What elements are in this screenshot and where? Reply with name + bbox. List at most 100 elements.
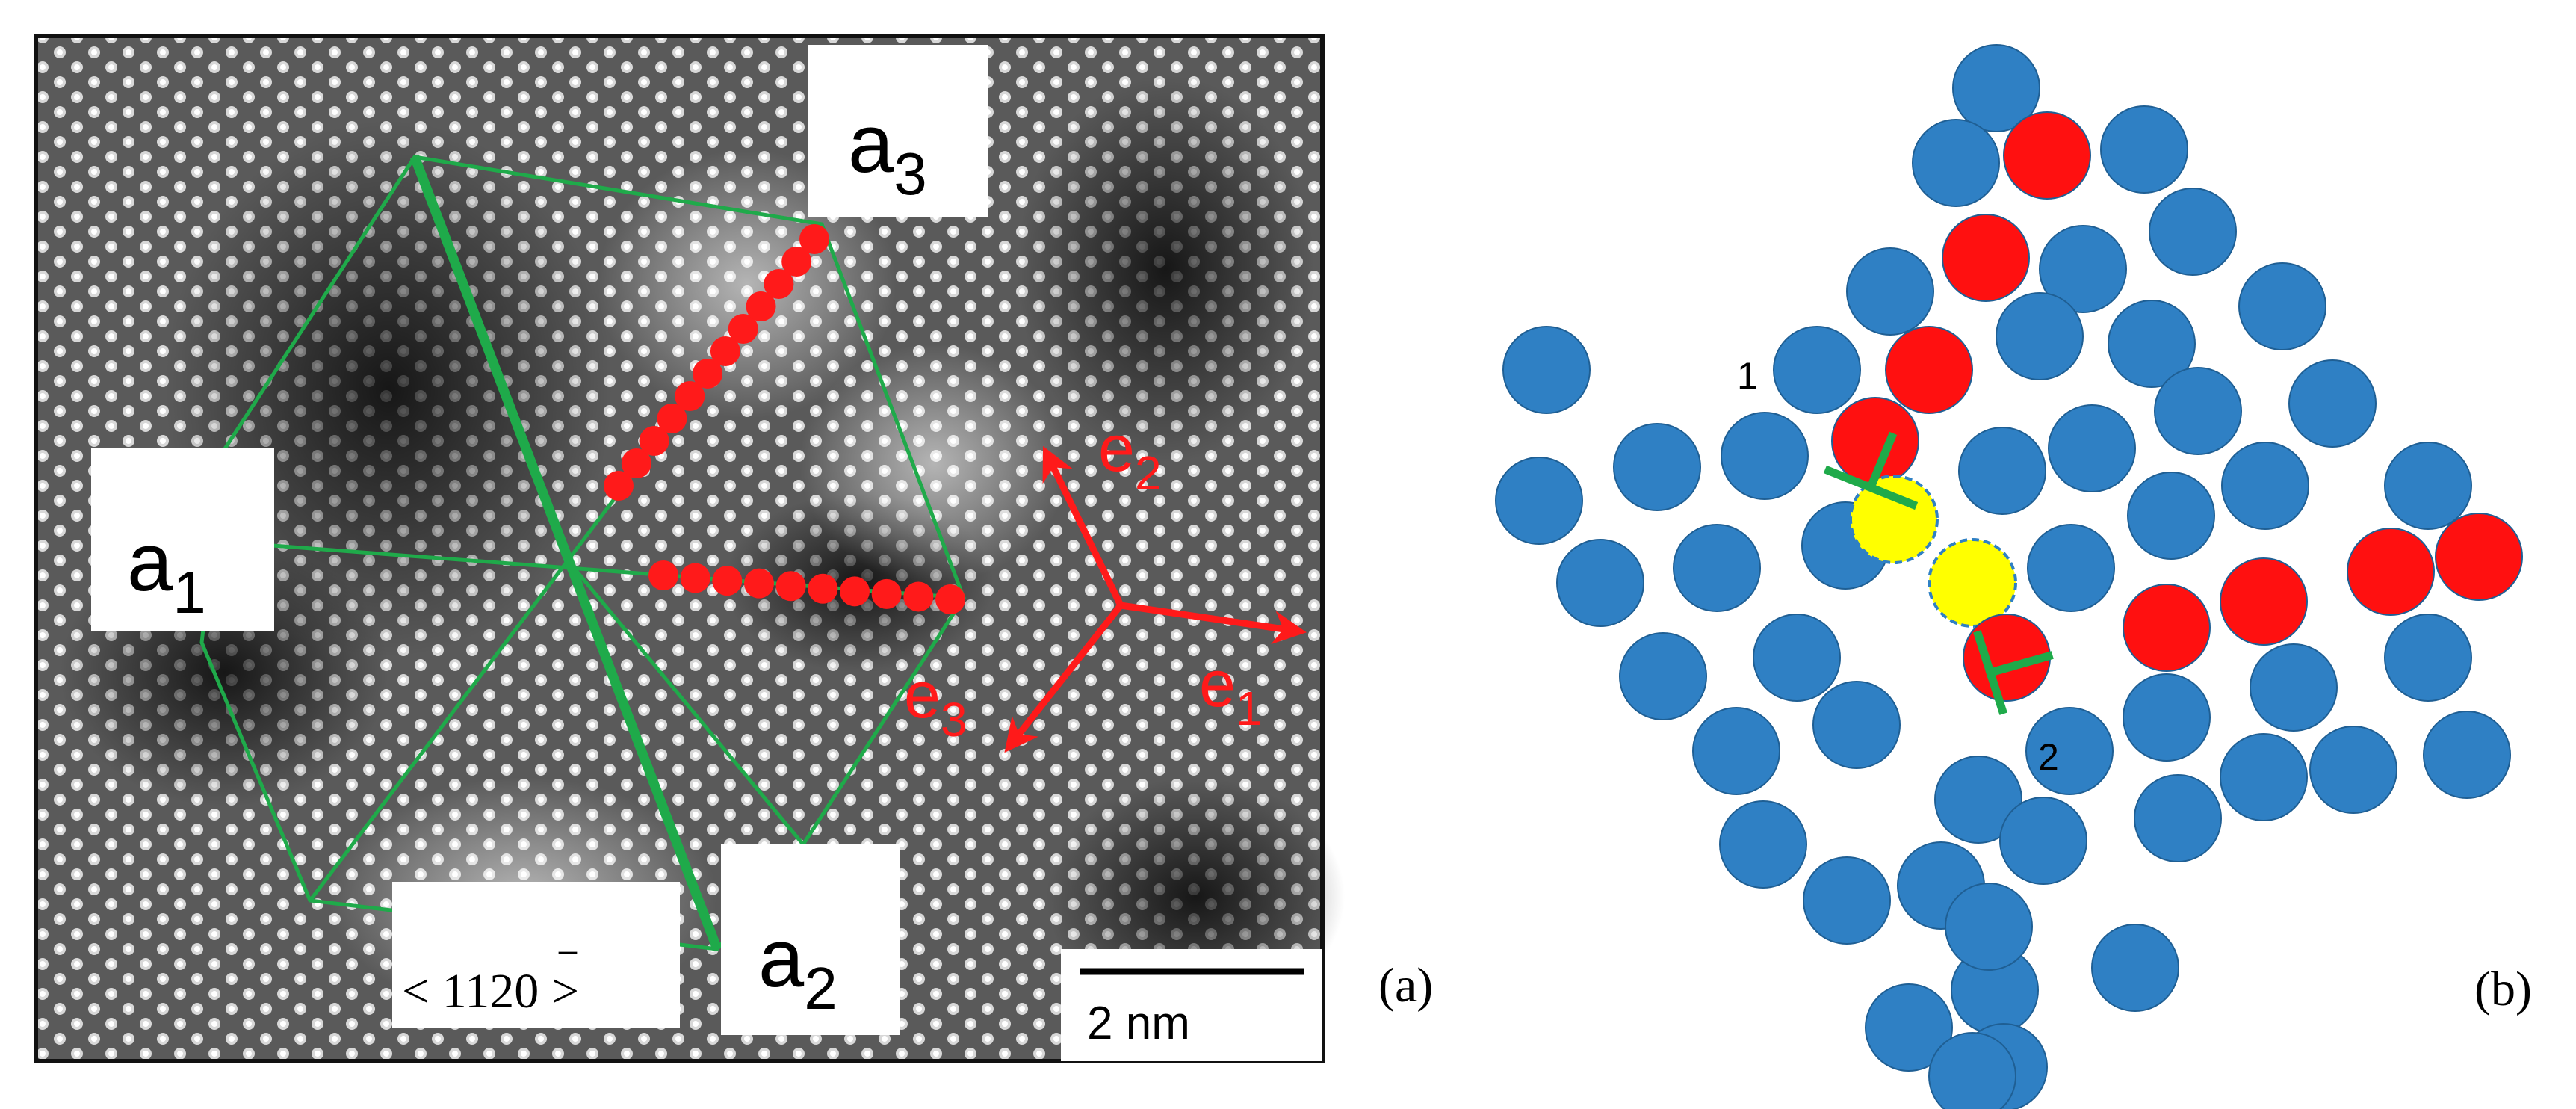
matrix-atom [1495, 457, 1583, 545]
extra-half-plane-atom [2123, 584, 2211, 672]
matrix-atom [1753, 614, 1841, 702]
panel-b: 1 2 (b) [1495, 44, 2532, 1109]
red-dot [680, 563, 710, 593]
panel-a: a3 a1 a2 _ < 1120 > e2 e1 e3 2 nm [34, 34, 1433, 1063]
red-dot [871, 578, 902, 609]
basis-vectors: e2 e1 e3 [904, 411, 1307, 753]
red-dot [604, 471, 634, 501]
matrix-atom [2123, 673, 2211, 762]
vector-e1-label: e1 [1199, 646, 1263, 735]
matrix-atom [1812, 681, 1901, 769]
matrix-atom [1719, 800, 1807, 889]
matrix-atom [2221, 442, 2309, 530]
matrix-atom [1846, 247, 1934, 336]
extra-half-plane-atom [2435, 513, 2523, 601]
extra-half-plane-atom [2347, 528, 2435, 616]
extra-half-plane-atom [2003, 111, 2091, 200]
matrix-atom [2309, 726, 2397, 814]
matrix-atom [1556, 539, 1644, 627]
panel-a-label: (a) [1378, 958, 1433, 1013]
matrix-atom [2127, 472, 2215, 560]
label-a1-sub: 1 [173, 559, 206, 625]
matrix-atom [2154, 367, 2242, 455]
direction-overbar: _ [558, 918, 578, 957]
red-dot [728, 314, 758, 344]
svg-text:a1: a1 [127, 516, 206, 625]
matrix-atom [1912, 119, 2000, 207]
matrix-atom [1502, 326, 1591, 414]
core-atom [1928, 538, 2017, 628]
red-dot [693, 359, 723, 389]
red-dot [781, 247, 812, 277]
matrix-atom [1928, 1032, 2016, 1109]
matrix-atom [2027, 524, 2115, 612]
matrix-atom [2108, 300, 2196, 388]
red-dot [657, 404, 687, 433]
red-dot [799, 224, 829, 254]
svg-text:a3: a3 [848, 98, 927, 207]
scale-bar: 2 nm [1061, 949, 1322, 1061]
label-a1-main: a [127, 516, 173, 608]
matrix-atom [2288, 359, 2377, 448]
label-a2-main: a [758, 912, 805, 1004]
red-dot [639, 426, 669, 456]
vector-e3-label: e3 [904, 658, 967, 747]
red-dot [621, 448, 651, 478]
matrix-atom [2238, 262, 2326, 350]
red-dot [675, 381, 705, 411]
matrix-atom [2149, 188, 2237, 276]
label-a2-sub: 2 [804, 955, 837, 1022]
direction-label-text: < 1120 > [402, 964, 579, 1019]
matrix-atom [1865, 983, 1953, 1072]
red-dot [764, 269, 794, 299]
matrix-atom [1999, 797, 2087, 885]
red-dot [710, 336, 740, 366]
extra-half-plane-atom [2220, 557, 2308, 646]
label-a3-sub: 3 [894, 140, 927, 207]
label-a1: a1 [91, 448, 274, 631]
matrix-atom [1958, 427, 2046, 515]
matrix-atom [2384, 614, 2472, 702]
panel-b-label: (b) [2474, 962, 2532, 1016]
matrix-atom [2039, 225, 2127, 313]
scale-bar-label: 2 nm [1087, 998, 1190, 1049]
svg-text:a2: a2 [758, 912, 837, 1022]
matrix-atom [1692, 707, 1780, 795]
dislocation-symbols [1823, 431, 2054, 715]
matrix-atom [1721, 412, 1809, 500]
matrix-atom [2134, 774, 2222, 862]
label-a2: a2 [721, 844, 900, 1035]
matrix-atom [1613, 423, 1701, 511]
red-dot [935, 584, 965, 614]
marker-2: 2 [2038, 736, 2059, 778]
red-dot [746, 291, 776, 321]
matrix-atom [1673, 524, 1761, 612]
label-a3-main: a [848, 98, 894, 190]
red-dot [903, 581, 934, 612]
matrix-atom [2220, 733, 2308, 821]
matrix-atom [1996, 292, 2084, 380]
red-dot [712, 566, 743, 596]
red-dot [840, 576, 870, 607]
matrix-atom [2091, 924, 2179, 1012]
matrix-atom [2025, 707, 2114, 795]
matrix-atom [2100, 105, 2188, 194]
extra-half-plane-atom [1942, 214, 2030, 302]
direction-label: _ < 1120 > [392, 882, 680, 1028]
matrix-atom [2250, 643, 2338, 732]
atom-lattice-b [1495, 44, 2523, 1109]
red-dot [808, 573, 838, 604]
label-a3: a3 [808, 45, 988, 217]
extra-half-plane-atom [1885, 326, 1973, 414]
matrix-atom [1952, 44, 2040, 132]
matrix-atom [1945, 883, 2033, 971]
red-dot [648, 560, 678, 590]
matrix-atom [1773, 326, 1861, 414]
matrix-atom [2048, 404, 2136, 492]
red-dot [744, 568, 774, 599]
core-atom [1849, 475, 1939, 564]
atom-dots-a [604, 224, 965, 614]
matrix-atom [2423, 711, 2511, 799]
matrix-atom [1934, 756, 2022, 844]
